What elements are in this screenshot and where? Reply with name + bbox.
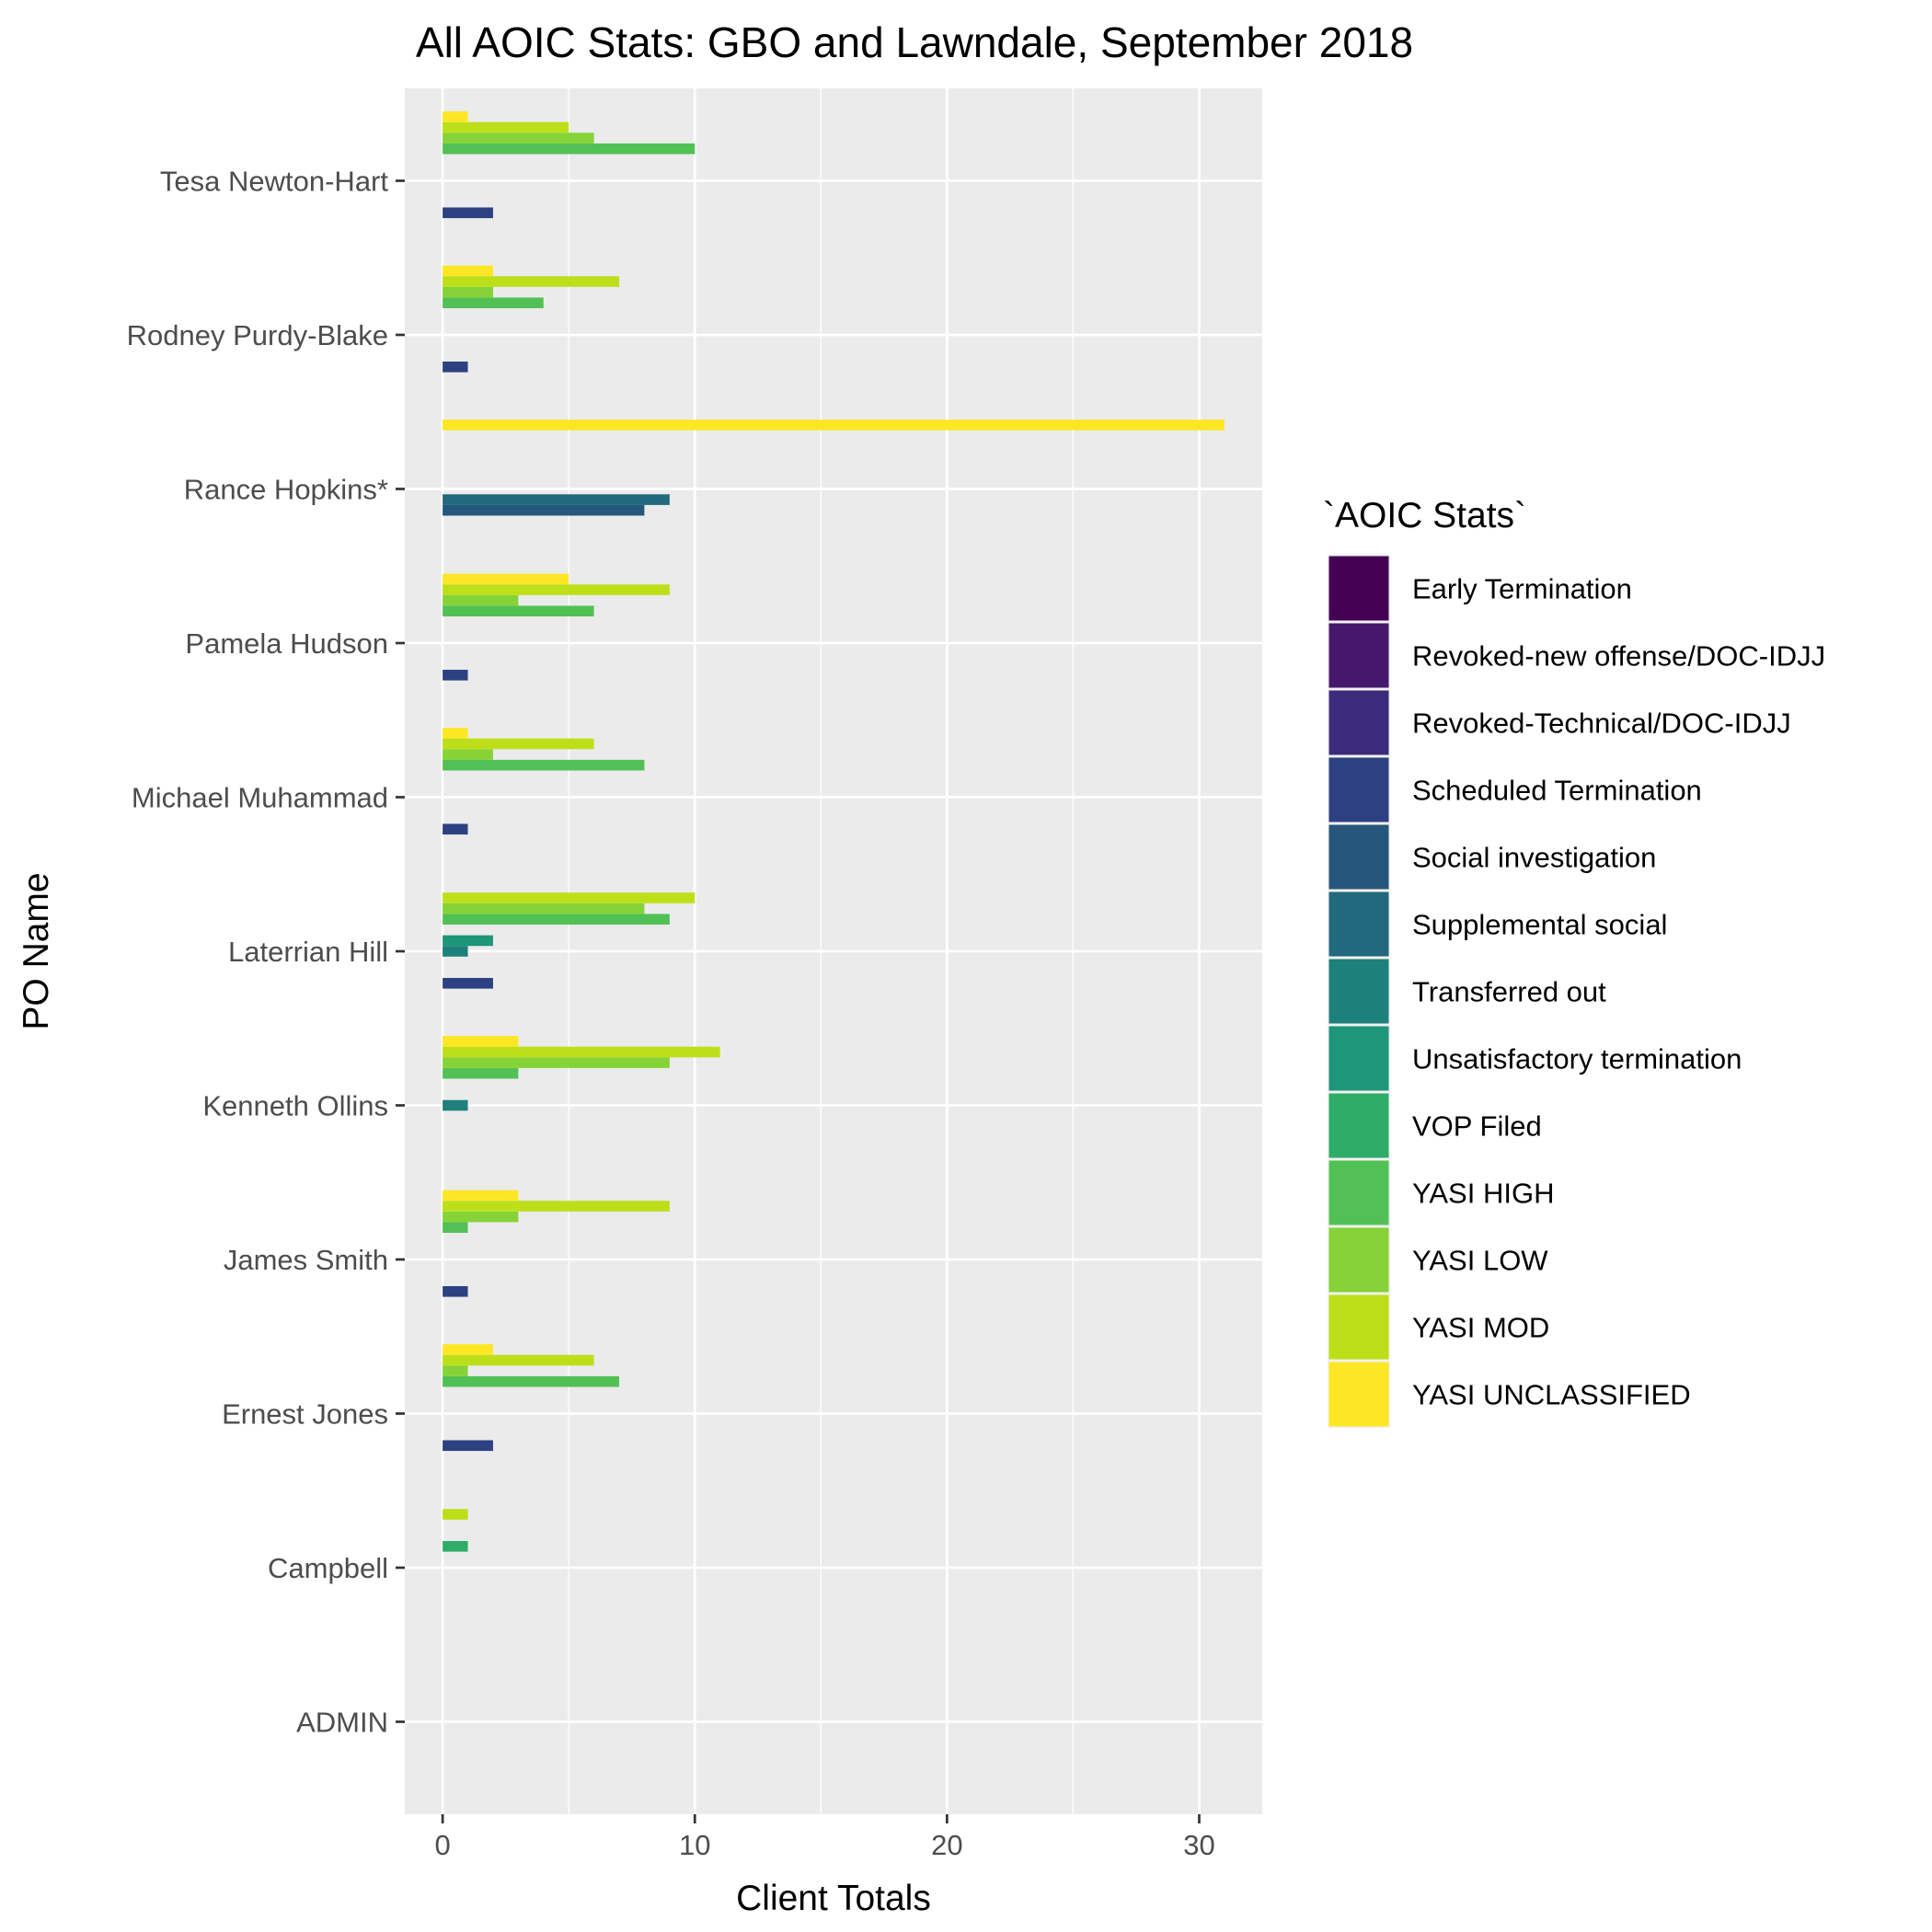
x-tick-label: 0 (434, 1829, 450, 1861)
x-tick-label: 10 (679, 1829, 710, 1861)
legend-label: Scheduled Termination (1412, 775, 1702, 807)
legend-swatch (1328, 1362, 1389, 1427)
bar: Rance Hopkins* — YASI UNCLASSIFIED: 31 (443, 420, 1225, 431)
bar: Laterrian Hill — YASI MOD: 10 (443, 892, 696, 903)
grid-major (405, 88, 1262, 1814)
bar: Laterrian Hill — Unsatisfactory terminat… (443, 935, 493, 947)
bar: Rance Hopkins* — Supplemental social: 9 (443, 494, 670, 505)
legend-swatch (1328, 1093, 1389, 1158)
bar: Pamela Hudson — YASI HIGH: 6 (443, 605, 594, 617)
bar: James Smith — YASI HIGH: 1 (443, 1222, 468, 1234)
legend-swatch (1328, 1227, 1389, 1293)
legend-swatch (1328, 824, 1389, 890)
bar: James Smith — Scheduled Termination: 1 (443, 1285, 468, 1297)
y-tick-label: Laterrian Hill (228, 936, 388, 968)
bar: Laterrian Hill — YASI HIGH: 9 (443, 914, 670, 926)
y-tick-label: Tesa Newton-Hart (160, 166, 388, 198)
legend-swatch (1328, 623, 1389, 688)
legend-label: YASI MOD (1412, 1312, 1549, 1344)
x-axis: 0 10 20 30 (434, 1814, 1215, 1861)
y-tick-label: Pamela Hudson (185, 627, 388, 660)
chart-title: All AOIC Stats: GBO and Lawndale, Septem… (416, 18, 1413, 66)
bar: Tesa Newton-Hart — YASI MOD: 5 (443, 121, 569, 133)
legend-label: Revoked-new offense/DOC-IDJJ (1412, 640, 1825, 673)
bar: Michael Muhammad — YASI HIGH: 8 (443, 759, 645, 771)
bar: Laterrian Hill — Transferred out: 1 (443, 946, 468, 957)
legend-label: Supplemental social (1412, 909, 1667, 941)
bar: Laterrian Hill — Scheduled Termination: … (443, 977, 493, 989)
bar: Kenneth Ollins — YASI UNCLASSIFIED: 3 (443, 1036, 519, 1047)
y-tick-label: Kenneth Ollins (202, 1090, 388, 1122)
y-axis: Tesa Newton-Hart Rodney Purdy-Blake Rance … (127, 166, 405, 1739)
legend-label: YASI UNCLASSIFIED (1412, 1379, 1691, 1411)
legend-label: Transferred out (1412, 976, 1606, 1008)
bar: Rodney Purdy-Blake — YASI MOD: 7 (443, 276, 619, 287)
y-tick-label: James Smith (224, 1244, 388, 1276)
bar: Campbell — YASI MOD: 1 (443, 1509, 468, 1520)
bar: Michael Muhammad — YASI LOW: 2 (443, 749, 493, 760)
bar: Pamela Hudson — YASI LOW: 3 (443, 594, 519, 606)
bar: Michael Muhammad — Scheduled Termination… (443, 823, 468, 835)
bar: Pamela Hudson — Scheduled Termination: 1 (443, 669, 468, 681)
x-tick-label: 20 (931, 1829, 962, 1861)
bar: Tesa Newton-Hart — Scheduled Termination… (443, 207, 493, 219)
bar: Kenneth Ollins — YASI LOW: 9 (443, 1057, 670, 1068)
y-tick-label: Campbell (268, 1552, 388, 1584)
bar: Rodney Purdy-Blake — YASI HIGH: 4 (443, 297, 544, 309)
legend-label: Unsatisfactory termination (1412, 1043, 1742, 1075)
bar: Kenneth Ollins — Transferred out: 1 (443, 1099, 468, 1111)
y-axis-title: PO Name (17, 872, 56, 1029)
legend-label: VOP Filed (1412, 1110, 1542, 1143)
bar: Rodney Purdy-Blake — YASI LOW: 2 (443, 286, 493, 298)
bar: Laterrian Hill — YASI LOW: 8 (443, 903, 645, 914)
bar: Kenneth Ollins — YASI HIGH: 3 (443, 1067, 519, 1079)
x-axis-title: Client Totals (736, 1879, 931, 1918)
legend-swatch (1328, 757, 1389, 822)
legend-swatch (1328, 1160, 1389, 1225)
bar: Rodney Purdy-Blake — Scheduled Terminati… (443, 361, 468, 373)
bars: Tesa Newton-Hart — Scheduled Termination… (443, 111, 1225, 1552)
bar: Michael Muhammad — YASI MOD: 6 (443, 738, 594, 750)
legend-label: YASI LOW (1412, 1245, 1548, 1277)
bar: Ernest Jones — YASI MOD: 6 (443, 1354, 594, 1366)
bar: Pamela Hudson — YASI UNCLASSIFIED: 5 (443, 573, 569, 585)
legend-label: Early Termination (1412, 573, 1632, 605)
bar: Kenneth Ollins — YASI MOD: 11 (443, 1046, 720, 1058)
legend-swatch (1328, 556, 1389, 621)
bar: Tesa Newton-Hart — YASI HIGH: 10 (443, 143, 696, 155)
bar: Pamela Hudson — YASI MOD: 9 (443, 584, 670, 595)
legend-swatch (1328, 690, 1389, 755)
y-tick-label: Ernest Jones (222, 1398, 388, 1431)
bar: Rodney Purdy-Blake — YASI UNCLASSIFIED: … (443, 265, 493, 277)
bar: James Smith — YASI UNCLASSIFIED: 3 (443, 1190, 519, 1202)
legend: `AOIC Stats` Early Termination Revoked-ne… (1323, 496, 1825, 1428)
y-tick-label: Rodney Purdy-Blake (127, 319, 388, 351)
legend-title: `AOIC Stats` (1323, 496, 1526, 535)
bar: Tesa Newton-Hart — YASI UNCLASSIFIED: 1 (443, 111, 468, 122)
bar: Michael Muhammad — YASI UNCLASSIFIED: 1 (443, 728, 468, 739)
legend-swatch (1328, 891, 1389, 957)
bar: Tesa Newton-Hart — YASI LOW: 6 (443, 132, 594, 144)
legend-label: YASI HIGH (1412, 1178, 1554, 1210)
bar: Rance Hopkins* — Social investigation: 8 (443, 504, 645, 516)
bar: James Smith — YASI LOW: 3 (443, 1211, 519, 1223)
bar: Ernest Jones — YASI UNCLASSIFIED: 2 (443, 1344, 493, 1355)
bar: Campbell — VOP Filed: 1 (443, 1541, 468, 1552)
legend-label: Social investigation (1412, 842, 1656, 874)
bar: Ernest Jones — YASI LOW: 1 (443, 1365, 468, 1376)
legend-swatch (1328, 1294, 1389, 1360)
bar: Ernest Jones — YASI HIGH: 7 (443, 1375, 619, 1387)
y-tick-label: ADMIN (296, 1707, 388, 1739)
bar: James Smith — YASI MOD: 9 (443, 1201, 670, 1212)
y-tick-label: Rance Hopkins* (184, 474, 388, 506)
legend-swatch (1328, 1026, 1389, 1091)
legend-swatch (1328, 959, 1389, 1024)
x-tick-label: 30 (1183, 1829, 1214, 1861)
bar: Ernest Jones — Scheduled Termination: 2 (443, 1440, 493, 1452)
y-tick-label: Michael Muhammad (132, 782, 388, 814)
legend-label: Revoked-Technical/DOC-IDJJ (1412, 707, 1791, 740)
